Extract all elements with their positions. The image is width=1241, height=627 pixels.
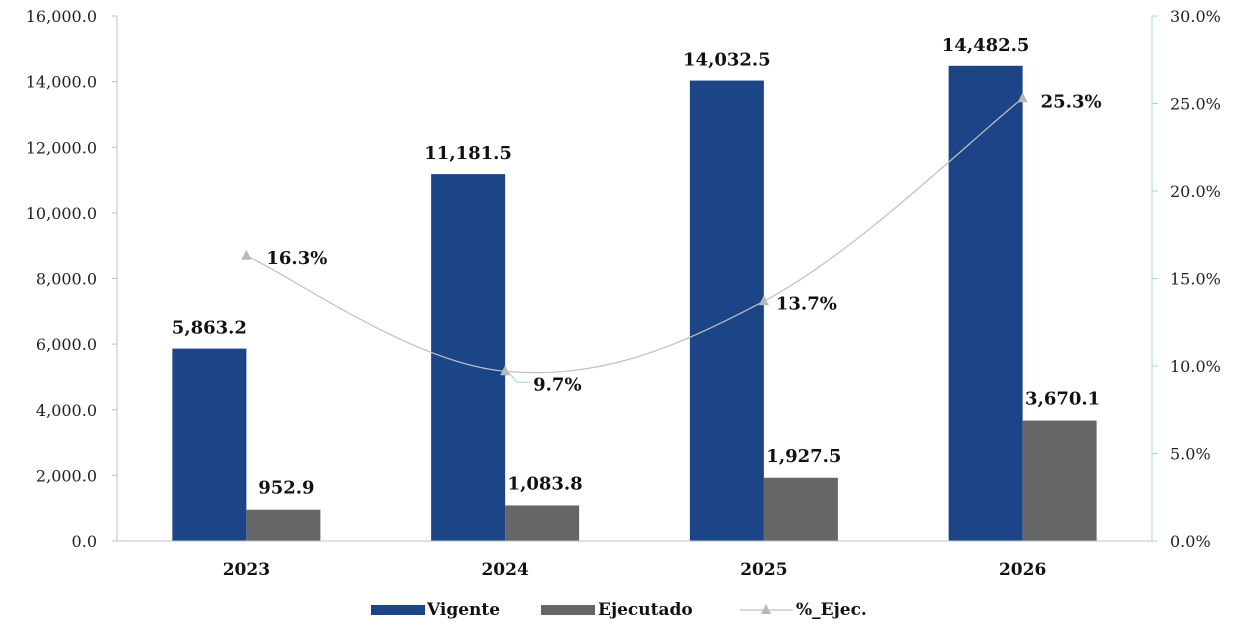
bar-data-label: 1,927.5 (766, 446, 841, 467)
right-axis: 0.0% 5.0% 10.0% 15.0% 20.0% 25.0% 30.0% (1151, 7, 1221, 551)
legend-marker-ejec (761, 604, 771, 614)
legend-label-ejec: %_Ejec. (796, 600, 867, 620)
right-tick-label: 5.0% (1170, 445, 1211, 464)
left-tick-label: 10,000.0 (26, 204, 97, 223)
label-leader-line (508, 372, 531, 383)
legend: Vigente Ejecutado %_Ejec. (371, 600, 867, 620)
category-label: 2023 (223, 560, 270, 580)
right-tick-label: 30.0% (1170, 7, 1221, 26)
data-labels: 5,863.2 952.9 11,181.5 1,083.8 14,032.5 1,927… (172, 35, 1102, 499)
bar-vigente (172, 348, 247, 541)
left-tick-label: 0.0 (72, 532, 97, 551)
right-tick-label: 20.0% (1170, 182, 1221, 201)
bar-data-label: 1,083.8 (508, 473, 583, 494)
line-marker (500, 365, 511, 376)
category-label: 2025 (740, 560, 787, 580)
bar-ejecutado (1022, 420, 1097, 541)
left-tick-label: 12,000.0 (26, 138, 97, 157)
category-label: 2026 (999, 560, 1046, 580)
line-marker (241, 249, 252, 260)
legend-swatch-vigente (371, 605, 425, 615)
line-data-label: 16.3% (266, 248, 327, 269)
bar-data-label: 14,032.5 (683, 50, 771, 71)
bar-ejecutado (763, 477, 838, 541)
legend-swatch-ejecutado (541, 605, 595, 615)
bar-ejecutado (246, 509, 321, 541)
bars (172, 65, 1097, 541)
category-label: 2024 (481, 560, 528, 580)
bar-vigente (431, 174, 506, 541)
right-tick-label: 0.0% (1170, 532, 1211, 551)
left-tick-label: 8,000.0 (36, 270, 97, 289)
legend-label-ejecutado: Ejecutado (598, 600, 693, 620)
bar-data-label: 11,181.5 (424, 143, 512, 164)
line-marker (758, 295, 769, 306)
x-axis: 2023 2024 2025 2026 (117, 540, 1152, 580)
bar-data-label: 3,670.1 (1025, 389, 1100, 410)
left-tick-label: 4,000.0 (36, 401, 97, 420)
line-data-label: 9.7% (533, 374, 581, 395)
bar-data-label: 14,482.5 (942, 35, 1030, 56)
left-tick-label: 16,000.0 (26, 7, 97, 26)
line-path (246, 97, 1024, 374)
bar-data-label: 5,863.2 (172, 318, 247, 339)
legend-label-vigente: Vigente (426, 600, 500, 620)
line-data-label: 25.3% (1041, 91, 1102, 112)
left-tick-label: 14,000.0 (26, 73, 97, 92)
left-tick-label: 6,000.0 (36, 335, 97, 354)
left-axis: 0.0 2,000.0 4,000.0 6,000.0 8,000.0 10,000.0 1… (26, 7, 118, 551)
right-tick-label: 25.0% (1170, 95, 1221, 114)
bar-data-label: 952.9 (258, 478, 314, 499)
left-tick-label: 2,000.0 (36, 466, 97, 485)
bar-ejecutado (505, 505, 580, 541)
bar-vigente (689, 80, 764, 541)
line-data-label: 13.7% (776, 293, 837, 314)
right-tick-label: 10.0% (1170, 357, 1221, 376)
line-marker (1017, 92, 1028, 103)
line-series (241, 92, 1028, 383)
right-tick-label: 15.0% (1170, 270, 1221, 289)
bar-vigente (948, 65, 1023, 541)
